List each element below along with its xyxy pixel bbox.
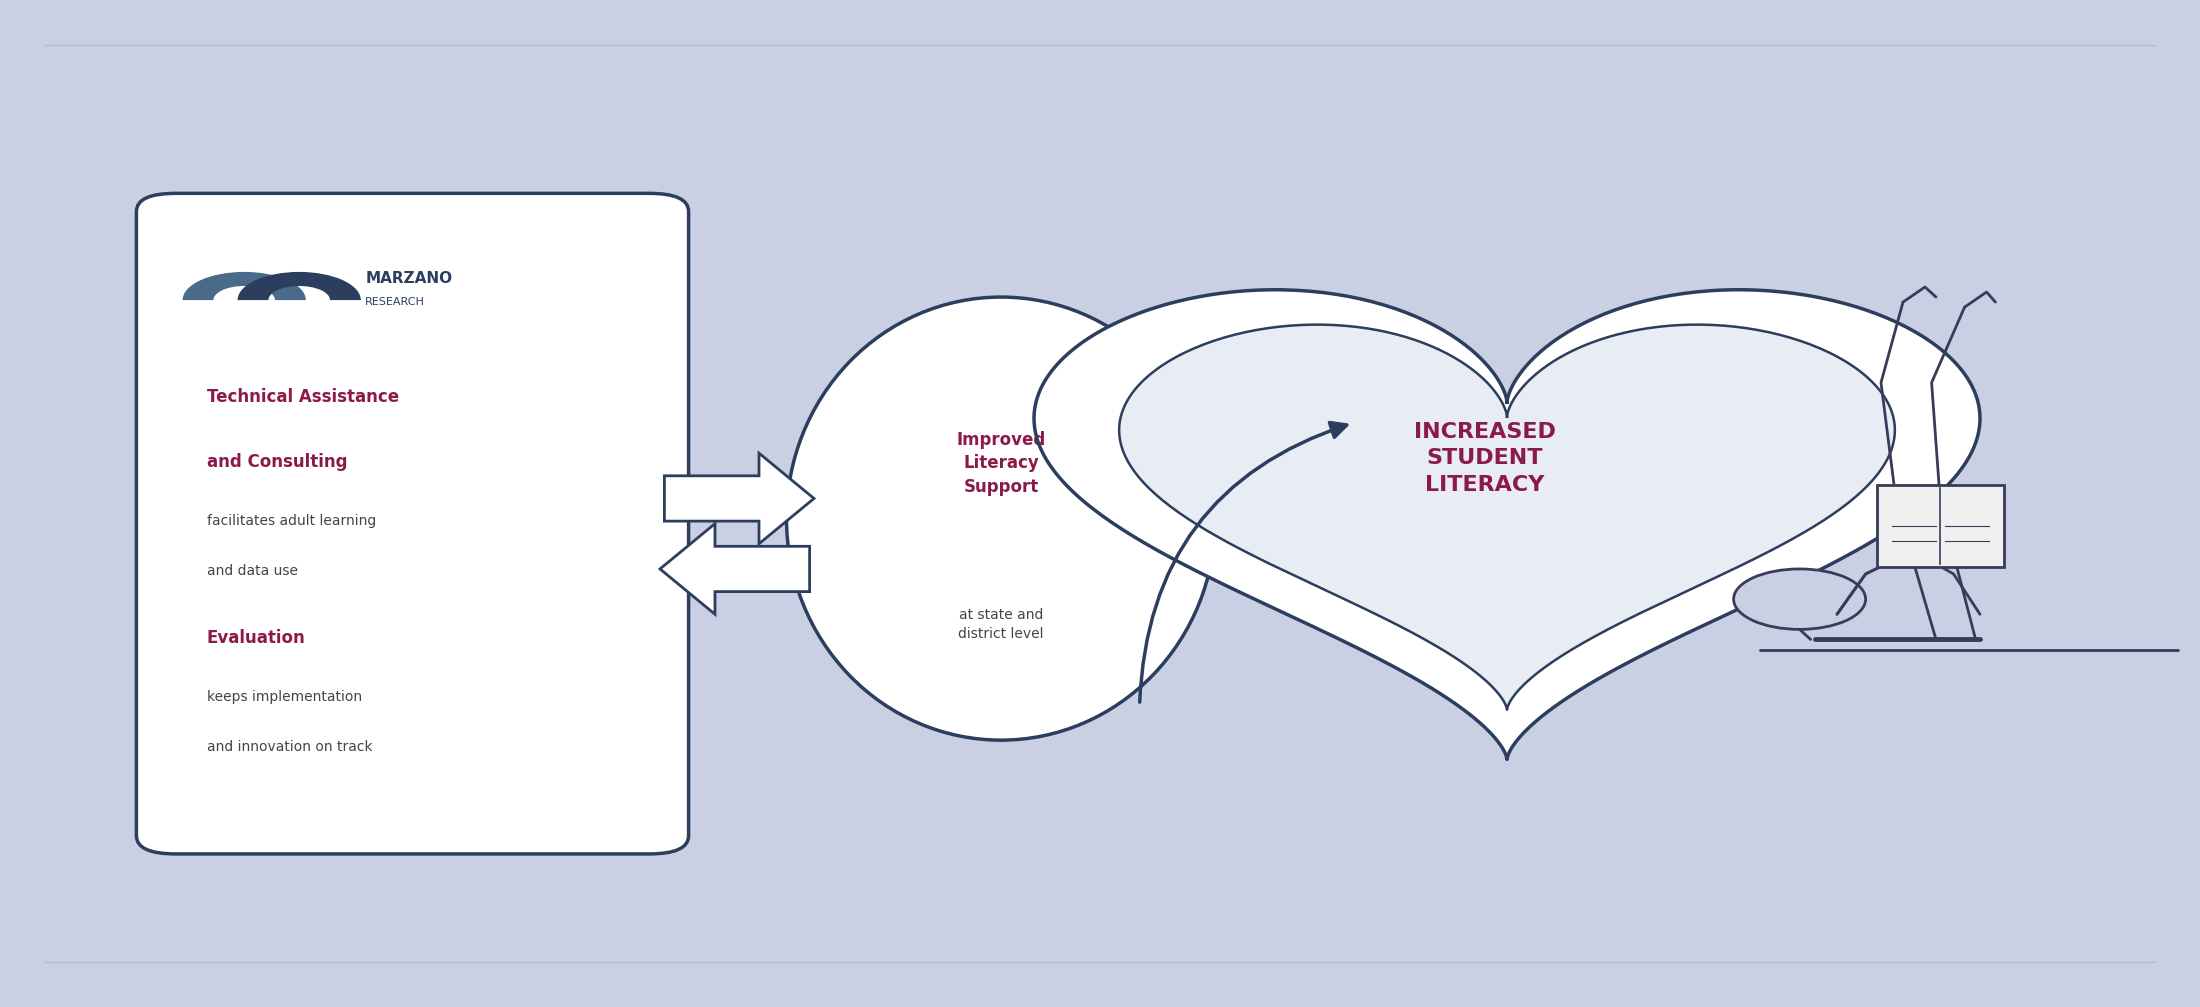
Wedge shape [238,272,361,300]
Text: MARZANO: MARZANO [365,272,453,286]
Ellipse shape [788,297,1214,740]
Text: RESEARCH: RESEARCH [365,297,425,307]
Text: and Consulting: and Consulting [207,453,348,471]
Text: keeps implementation: keeps implementation [207,690,363,704]
Wedge shape [183,272,306,300]
FancyBboxPatch shape [1877,485,2004,567]
Circle shape [1734,569,1866,629]
FancyArrow shape [664,453,814,544]
Text: and innovation on track: and innovation on track [207,740,372,754]
Text: Evaluation: Evaluation [207,629,306,648]
FancyArrow shape [660,524,810,614]
Text: facilitates adult learning: facilitates adult learning [207,514,376,528]
FancyBboxPatch shape [136,193,689,854]
Text: INCREASED
STUDENT
LITERACY: INCREASED STUDENT LITERACY [1415,422,1555,494]
Text: Technical Assistance: Technical Assistance [207,388,398,406]
Text: at state and
district level: at state and district level [959,608,1043,640]
Polygon shape [1034,290,1980,759]
Polygon shape [1120,324,1894,710]
Text: Improved
Literacy
Support: Improved Literacy Support [957,431,1045,495]
Text: and data use: and data use [207,564,297,578]
